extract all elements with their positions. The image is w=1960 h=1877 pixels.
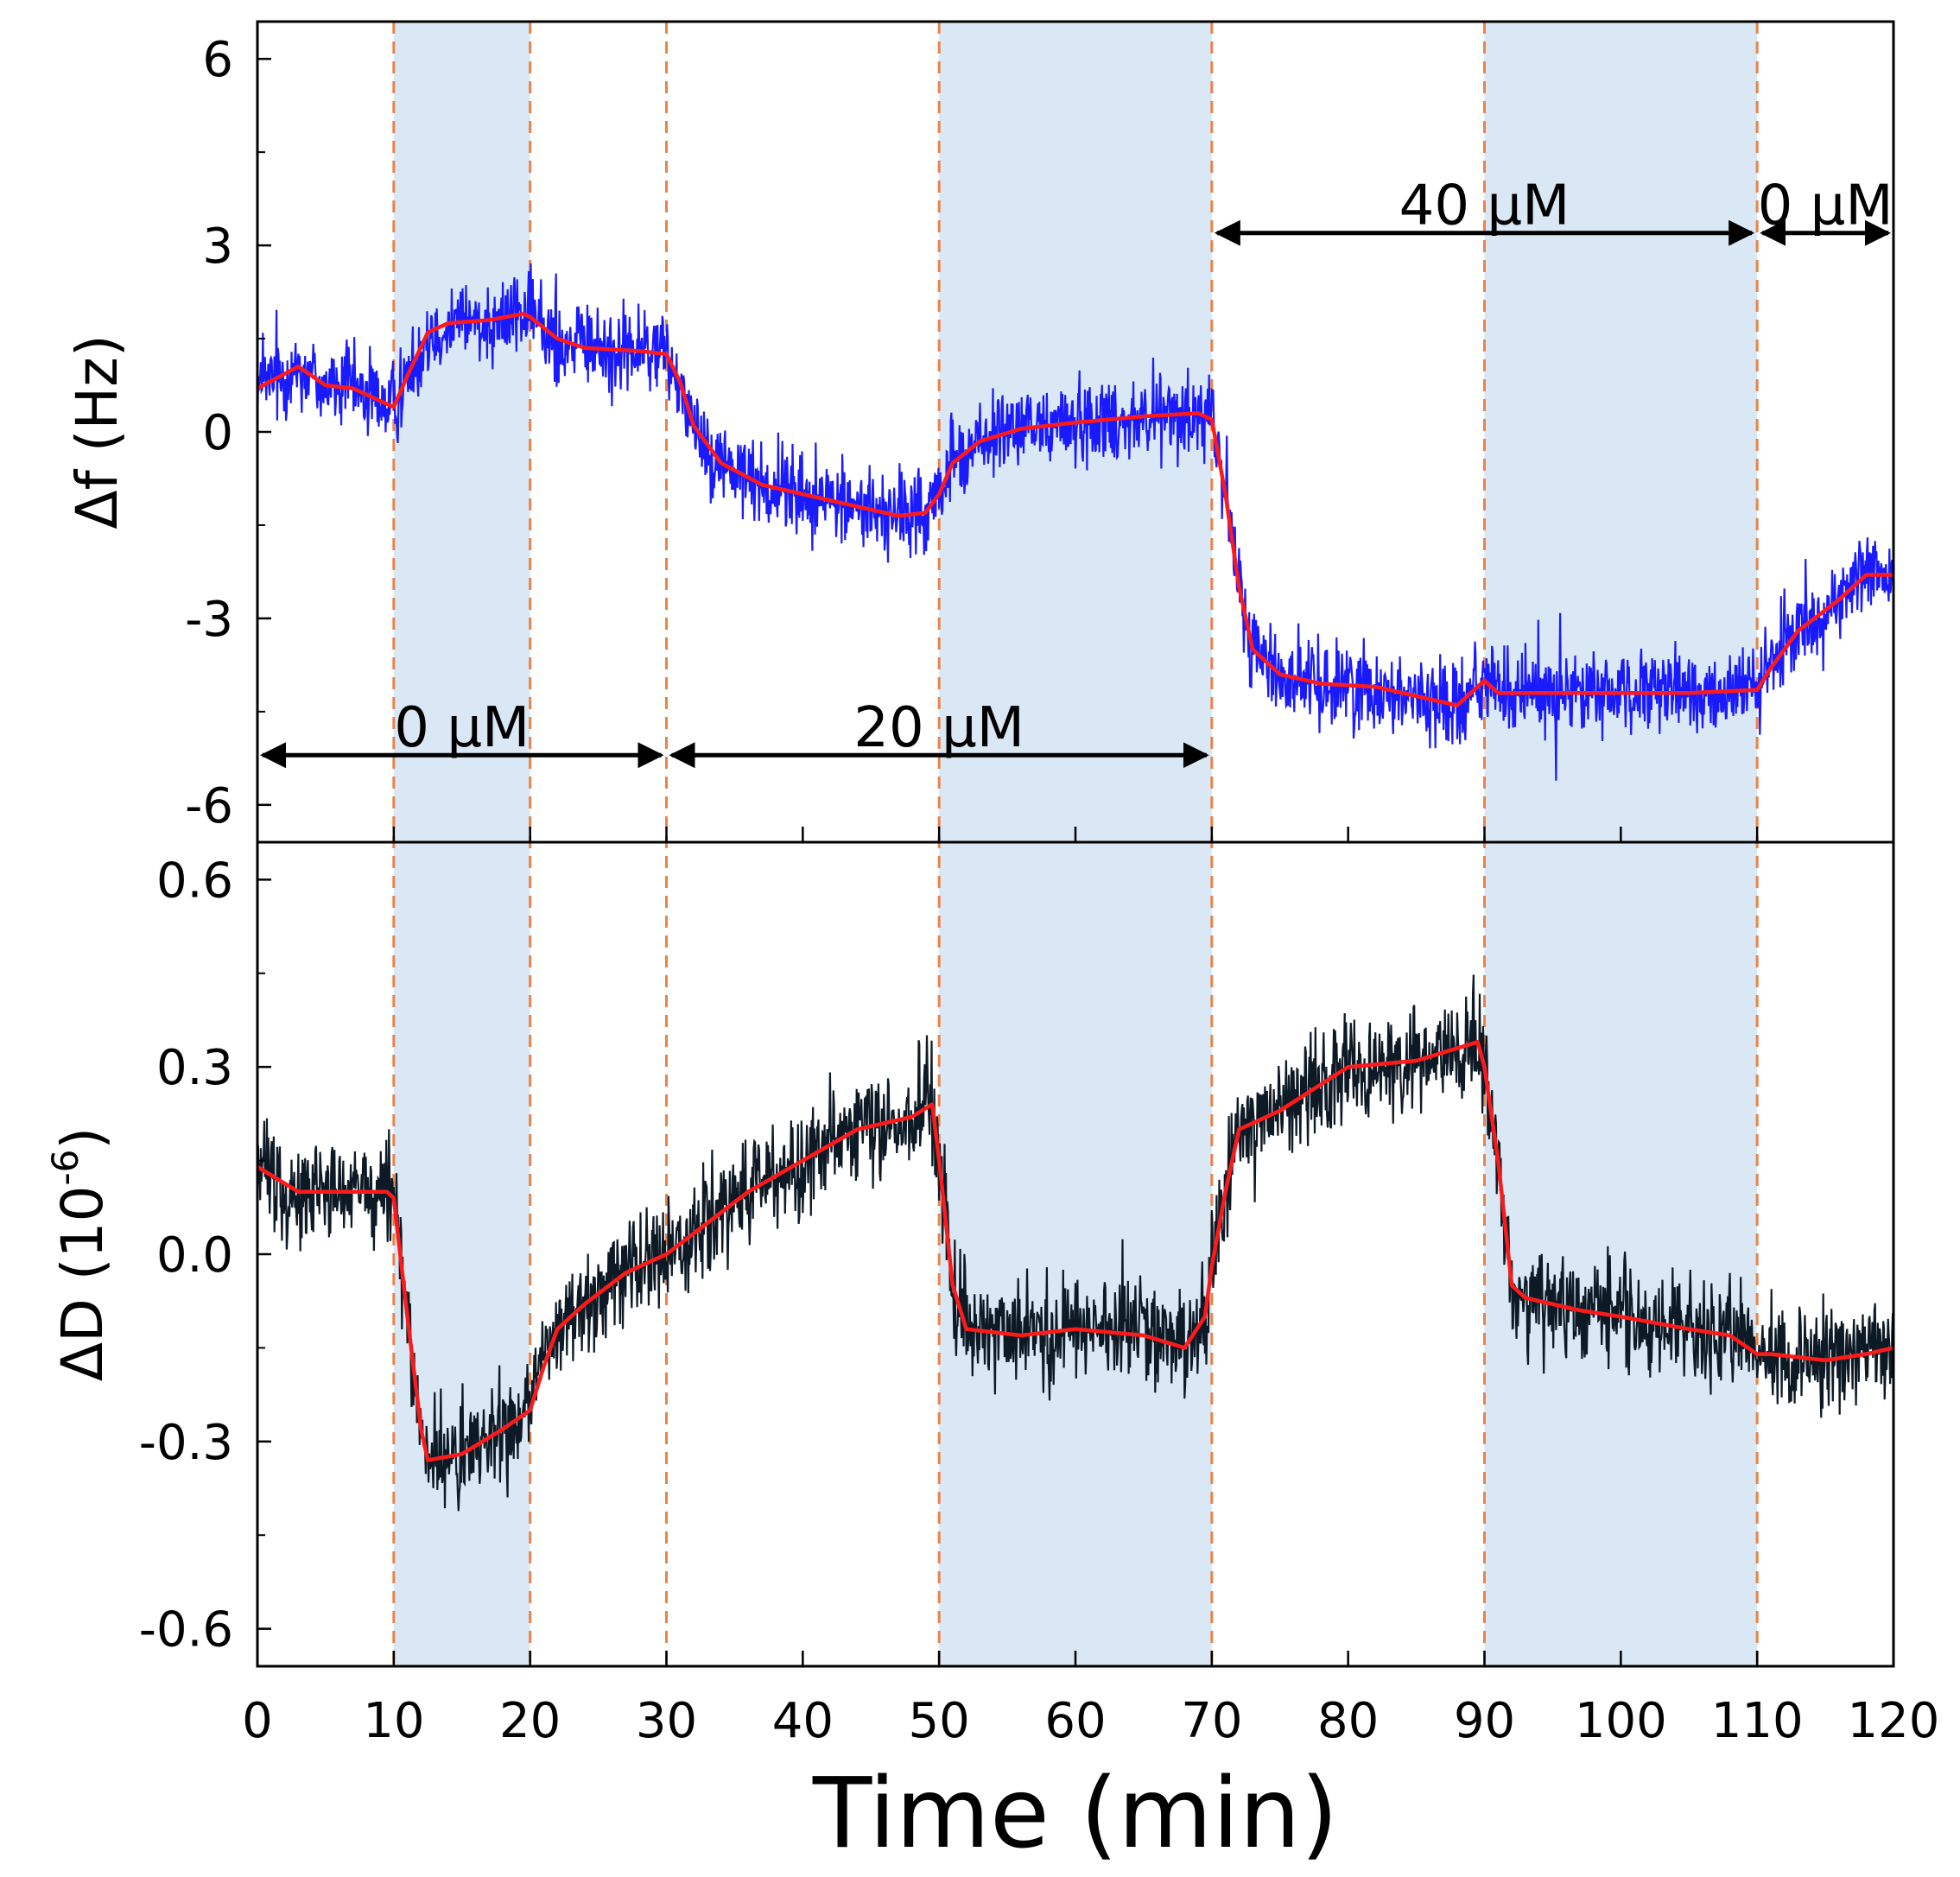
x-tick-label: 110 bbox=[1711, 1693, 1804, 1749]
y-tick-label: -0.3 bbox=[139, 1415, 233, 1471]
injection-markers bbox=[392, 22, 1759, 1666]
dissipation-fit-line bbox=[256, 1040, 1894, 1462]
x-tick-label: 20 bbox=[499, 1693, 561, 1749]
x-tick-label: 30 bbox=[636, 1693, 697, 1749]
x-axis-label: Time (min) bbox=[812, 1758, 1338, 1870]
x-tick-label: 90 bbox=[1454, 1693, 1515, 1749]
data-series bbox=[256, 263, 1894, 1512]
y-tick-label: 0.0 bbox=[156, 1227, 233, 1284]
x-tick-label: 70 bbox=[1181, 1693, 1242, 1749]
concentration-annotations: 0 μM 20 μM 40 μM 0 μM bbox=[260, 174, 1893, 769]
shaded-interval bbox=[1484, 22, 1758, 1666]
x-tick-label: 120 bbox=[1848, 1693, 1940, 1749]
x-tick-label: 50 bbox=[909, 1693, 970, 1749]
frequency-fit-line bbox=[256, 312, 1893, 707]
y-tick-label: 3 bbox=[202, 219, 233, 275]
concentration-label: 20 μM bbox=[853, 696, 1024, 760]
y-tick-label: -6 bbox=[185, 778, 233, 834]
axis-labels: -6 -3 0 3 6 -0.6 -0.3 0.0 0.3 0.6 0 10 20 30 40 50 60 70 8… bbox=[139, 32, 1940, 1749]
x-tick-label: 0 bbox=[242, 1693, 273, 1749]
dissipation-y-label-suffix: ) bbox=[49, 1127, 116, 1150]
frequency-y-axis-label: Δf (Hz) bbox=[64, 334, 130, 529]
injection-shading bbox=[393, 22, 1758, 1666]
axes bbox=[256, 20, 1895, 1668]
concentration-label: 0 μM bbox=[394, 696, 530, 760]
concentration-label: 0 μM bbox=[1758, 174, 1893, 238]
y-tick-label: -3 bbox=[185, 592, 233, 648]
y-tick-label: 6 bbox=[202, 32, 233, 88]
dissipation-panel-frame bbox=[256, 840, 1895, 1668]
x-tick-label: 40 bbox=[772, 1693, 834, 1749]
shaded-interval bbox=[939, 22, 1212, 1666]
dissipation-y-label-text: ΔD (10 bbox=[49, 1185, 116, 1381]
dissipation-y-label-exponent: -6 bbox=[44, 1150, 86, 1186]
x-tick-label: 100 bbox=[1575, 1693, 1667, 1749]
x-tick-label: 60 bbox=[1044, 1693, 1106, 1749]
frequency-raw-trace bbox=[257, 263, 1893, 781]
y-tick-label: 0 bbox=[202, 405, 233, 461]
concentration-label: 40 μM bbox=[1399, 174, 1570, 238]
y-tick-label: 0.3 bbox=[156, 1040, 233, 1096]
x-tick-label: 80 bbox=[1317, 1693, 1379, 1749]
y-tick-label: -0.6 bbox=[139, 1602, 233, 1658]
y-tick-label: 0.6 bbox=[156, 853, 233, 909]
x-tick-label: 10 bbox=[363, 1693, 424, 1749]
dissipation-y-axis-label: ΔD (10-6) bbox=[44, 1127, 116, 1381]
